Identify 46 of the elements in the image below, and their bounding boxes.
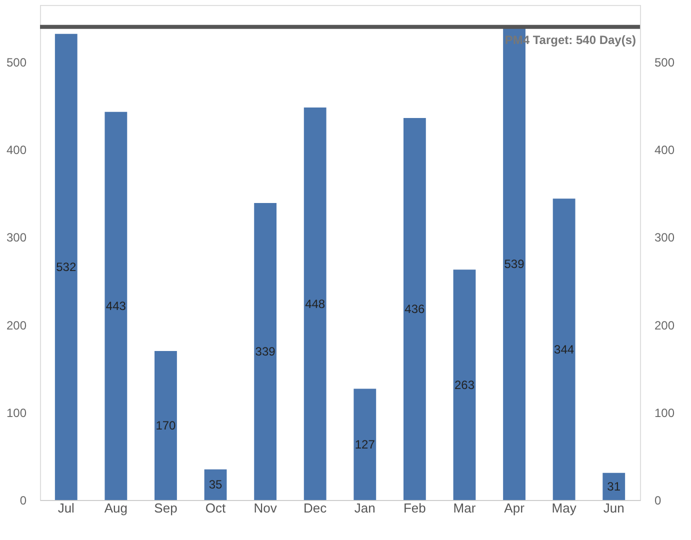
data-label: 443 bbox=[106, 298, 126, 313]
bar bbox=[54, 34, 78, 500]
data-label: 532 bbox=[56, 260, 76, 274]
bar bbox=[403, 118, 426, 500]
data-label: 344 bbox=[554, 342, 574, 356]
data-label: 35 bbox=[208, 478, 223, 492]
x-tick-label: Jan bbox=[354, 500, 376, 516]
data-label: 539 bbox=[504, 256, 525, 271]
y-tick-label: 0 bbox=[20, 494, 27, 508]
x-tick-label: Sep bbox=[154, 500, 178, 516]
x-tick-label: Jun bbox=[603, 500, 624, 516]
x-tick-label: Oct bbox=[205, 500, 226, 516]
bar bbox=[602, 472, 626, 500]
x-tick-label: Aug bbox=[104, 500, 128, 516]
y2-tick-label: 300 bbox=[654, 230, 675, 245]
x-tick-label: Apr bbox=[504, 500, 526, 516]
data-label: 170 bbox=[156, 418, 176, 433]
data-label: 263 bbox=[454, 378, 475, 392]
bar bbox=[154, 351, 177, 500]
y-tick-label: 300 bbox=[6, 230, 27, 245]
bar bbox=[104, 112, 128, 500]
bar bbox=[354, 388, 376, 500]
y2-tick-label: 200 bbox=[654, 318, 675, 332]
bar bbox=[304, 108, 326, 500]
y2-tick-label: 500 bbox=[654, 55, 675, 70]
x-tick-label: Dec bbox=[304, 500, 328, 516]
x-tick-label: May bbox=[552, 500, 577, 516]
x-tick-label: Mar bbox=[453, 500, 476, 516]
data-label: 339 bbox=[255, 344, 276, 358]
x-tick-label: Jul bbox=[58, 500, 75, 516]
y-tick-label: 200 bbox=[6, 318, 27, 332]
y2-tick-label: 0 bbox=[654, 494, 662, 508]
data-label: 448 bbox=[305, 296, 326, 311]
bar bbox=[552, 198, 576, 500]
bar bbox=[453, 270, 476, 500]
y2-tick-label: 400 bbox=[654, 143, 675, 158]
y-tick-label: 100 bbox=[6, 406, 27, 420]
x-tick-label: Nov bbox=[254, 500, 278, 516]
bar bbox=[254, 203, 277, 500]
y2-tick-label: 100 bbox=[654, 406, 675, 420]
data-label: 127 bbox=[354, 437, 376, 452]
y-tick-label: 500 bbox=[6, 55, 27, 70]
data-label: 31 bbox=[607, 479, 621, 494]
x-tick-label: Feb bbox=[403, 500, 426, 516]
y-tick-label: 400 bbox=[6, 143, 27, 158]
data-label: 436 bbox=[404, 302, 426, 316]
